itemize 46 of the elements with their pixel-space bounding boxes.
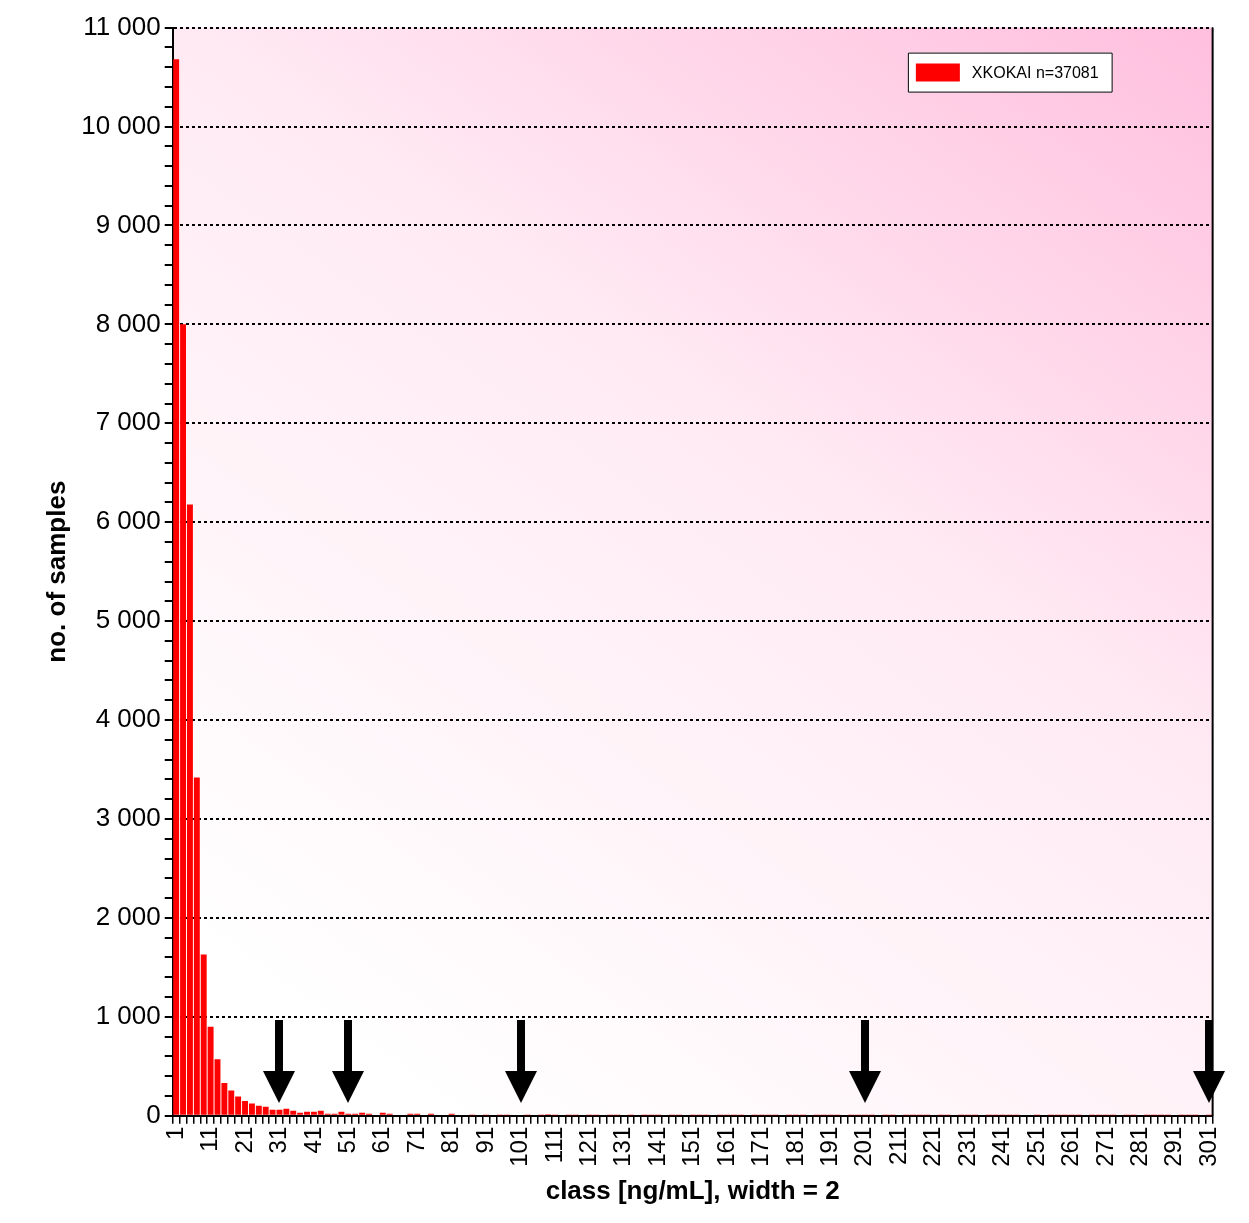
y-tick-label: 7 000 [95,406,161,437]
x-tick-label: 1 [160,1126,188,1141]
x-tick-label: 201 [849,1126,877,1167]
x-tick-label: 141 [642,1126,670,1167]
x-tick-label: 161 [711,1126,739,1167]
x-tick-label: 131 [608,1126,636,1167]
x-tick-label: 11 [195,1126,223,1152]
x-axis-title: class [ng/mL], width = 2 [545,1174,840,1205]
y-tick-label: 1 000 [95,1000,161,1031]
y-axis-title: no. of samples [40,480,71,663]
y-tick-label: 10 000 [81,109,161,140]
x-tick-label: 31 [264,1126,292,1154]
x-tick-label: 281 [1124,1126,1152,1167]
y-tick-label: 0 [146,1098,161,1129]
y-tick-label: 5 000 [95,604,161,635]
x-tick-label: 191 [815,1126,843,1167]
y-tick-label: 4 000 [95,703,161,734]
x-tick-label: 121 [574,1126,601,1167]
x-tick-label: 181 [780,1126,808,1167]
x-tick-label: 171 [746,1126,774,1167]
x-tick-label: 241 [987,1126,1015,1167]
x-tick-label: 61 [367,1126,395,1154]
x-tick-label: 71 [401,1126,429,1154]
y-tick-label: 11 000 [83,10,161,41]
x-tick-label: 251 [1021,1126,1049,1167]
y-tick-label: 8 000 [95,307,161,338]
x-tick-label: 81 [436,1126,464,1154]
x-tick-label: 301 [1193,1126,1221,1167]
x-tick-label: 51 [332,1126,360,1154]
y-tick-label: 6 000 [95,505,161,536]
y-tick-label: 9 000 [95,208,161,239]
x-tick-label: 21 [229,1126,257,1154]
x-tick-label: 231 [952,1126,980,1167]
x-tick-label: 151 [677,1126,705,1167]
legend-label: XKOKAI n=37081 [971,64,1099,82]
x-tick-label: 291 [1159,1126,1187,1167]
y-tick-label: 3 000 [95,802,161,833]
x-tick-label: 111 [539,1126,567,1164]
x-tick-label: 41 [298,1126,326,1154]
x-tick-label: 211 [883,1126,911,1166]
x-tick-label: 221 [918,1126,946,1167]
x-tick-label: 91 [470,1126,498,1154]
y-tick-label: 2 000 [95,901,161,932]
x-tick-label: 101 [505,1126,533,1167]
x-tick-label: 271 [1090,1126,1118,1167]
x-tick-label: 261 [1056,1126,1084,1167]
